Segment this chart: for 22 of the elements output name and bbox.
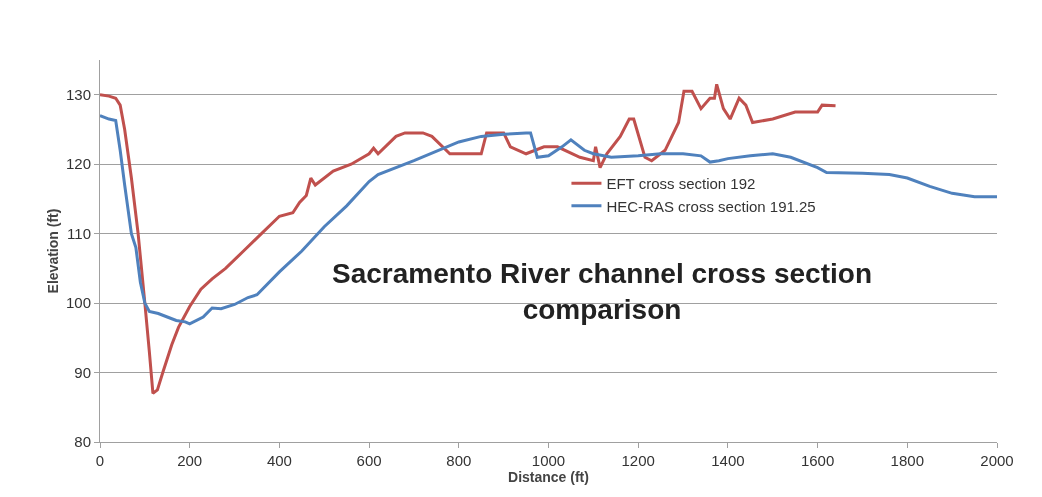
y-tick-label: 90 <box>74 363 91 381</box>
legend-label: HEC-RAS cross section 191.25 <box>606 197 816 215</box>
x-tick-label: 0 <box>95 452 105 469</box>
x-axis-title: Distance (ft) <box>508 469 589 485</box>
x-tick-label: 200 <box>177 452 203 469</box>
x-tick-label: 1000 <box>531 452 566 469</box>
x-tick-label: 1200 <box>621 452 655 469</box>
y-tick-label: 130 <box>65 85 91 103</box>
y-tick-label: 80 <box>74 433 91 451</box>
x-tick-label: 800 <box>446 452 472 469</box>
x-tick-label: 1600 <box>800 452 835 469</box>
x-tick-label: 600 <box>356 452 382 469</box>
x-tick-label: 2000 <box>980 452 1014 469</box>
legend-label: EFT cross section 192 <box>606 175 756 193</box>
y-tick-label: 110 <box>67 224 91 242</box>
x-tick-label: 1400 <box>711 452 745 469</box>
y-tick-label: 100 <box>65 294 91 312</box>
x-tick-label: 1800 <box>890 452 924 469</box>
y-axis-title: Elevation (ft) <box>44 208 61 294</box>
y-tick-label: 120 <box>65 155 91 173</box>
x-tick-label: 400 <box>266 452 292 469</box>
text: Sacramento River channel cross section comparison <box>332 258 872 326</box>
